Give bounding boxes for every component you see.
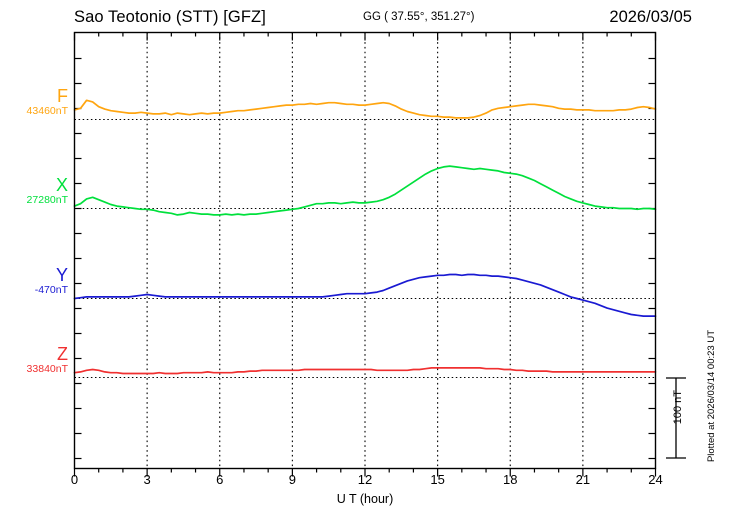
component-label-y: Y -470nT — [2, 266, 68, 297]
geographic-coordinates: GG ( 37.55°, 351.27°) — [363, 11, 475, 23]
component-label-f: F 43460nT — [2, 87, 68, 118]
x-tick-label-0: 0 — [70, 472, 79, 487]
scale-bar-label: 100 nT — [672, 390, 684, 425]
component-label-x: X 27280nT — [2, 176, 68, 207]
component-glyph-f: F — [57, 85, 68, 106]
trace-Z — [73, 367, 657, 375]
component-baseline-z: 33840nT — [26, 362, 68, 375]
x-tick-label-18: 18 — [503, 472, 518, 487]
trace-Y — [73, 273, 657, 317]
x-tick-label-6: 6 — [216, 472, 224, 487]
baseline-layer — [74, 118, 656, 379]
observation-date: 2026/03/05 — [609, 8, 692, 26]
x-tick-label-9: 9 — [288, 472, 296, 487]
trace-F — [73, 99, 657, 119]
x-tick-label-21: 21 — [575, 472, 591, 487]
x-tick-label-3: 3 — [143, 472, 151, 487]
x-tick-label-24: 24 — [648, 472, 663, 487]
station-title: Sao Teotonio (STT) [GFZ] — [74, 8, 266, 26]
plot-frame — [73, 31, 657, 470]
component-baseline-y: -470nT — [34, 283, 68, 296]
component-baseline-f: 43460nT — [26, 104, 68, 117]
x-tick-label-12: 12 — [357, 472, 373, 487]
component-glyph-z: Z — [57, 343, 68, 364]
grid-layer — [146, 32, 584, 469]
component-baseline-x: 27280nT — [26, 193, 68, 206]
component-glyph-y: Y — [55, 264, 68, 285]
component-label-z: Z 33840nT — [2, 345, 68, 376]
x-axis-title: U T (hour) — [336, 492, 394, 506]
x-tick-label-15: 15 — [430, 472, 445, 487]
component-glyph-x: X — [55, 174, 68, 195]
trace-X — [73, 165, 657, 216]
scale-bar — [666, 377, 686, 459]
plotted-timestamp: Plotted at 2026/03/14 00:23 UT — [706, 330, 717, 463]
trace-layer — [73, 99, 657, 375]
